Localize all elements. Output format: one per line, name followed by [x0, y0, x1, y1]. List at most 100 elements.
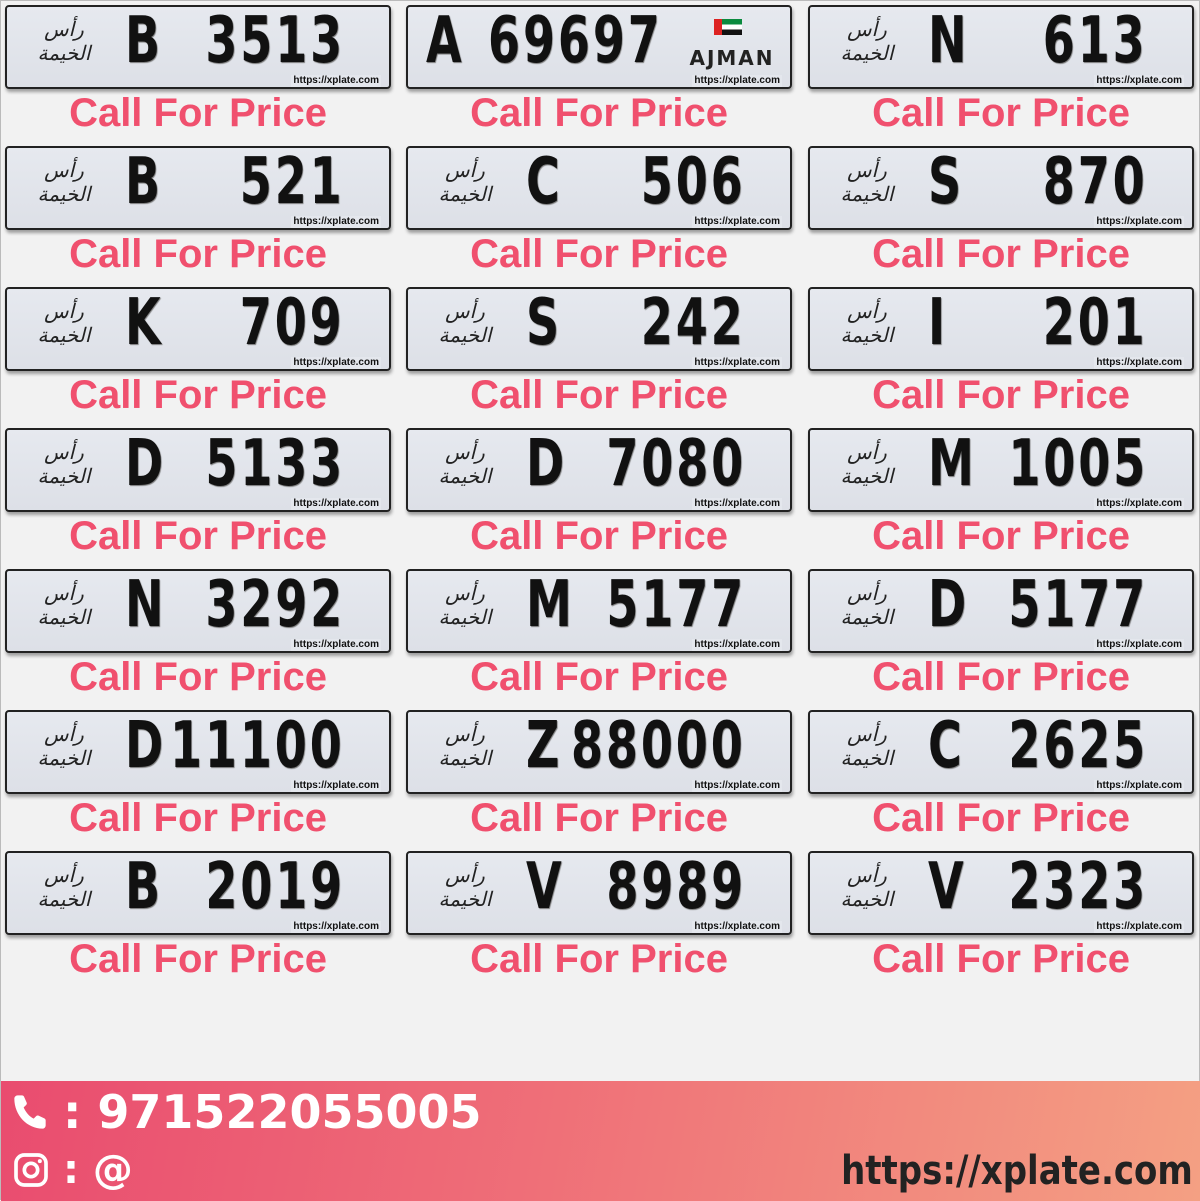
license-plate[interactable]: رأس الخيمة S 242 https://xplate.com	[406, 287, 792, 371]
plate-code: S	[928, 146, 962, 219]
call-for-price-label[interactable]: Call For Price	[69, 796, 327, 840]
plate-listing[interactable]: رأس الخيمة M 5177 https://xplate.com Cal…	[402, 565, 792, 706]
plate-listing[interactable]: رأس الخيمة B 521 https://xplate.com Call…	[1, 142, 391, 283]
plate-code: N	[125, 569, 164, 642]
watermark: https://xplate.com	[692, 357, 782, 369]
license-plate[interactable]: رأس الخيمة K 709 https://xplate.com	[5, 287, 391, 371]
plate-number: 506	[641, 146, 746, 219]
plate-code: S	[526, 287, 560, 360]
license-plate[interactable]: رأس الخيمة D 7080 https://xplate.com	[406, 428, 792, 512]
license-plate[interactable]: رأس الخيمة N 613 https://xplate.com	[808, 5, 1194, 89]
ras-al-khaimah-emblem: رأس الخيمة	[438, 158, 492, 206]
call-for-price-label[interactable]: Call For Price	[69, 514, 327, 558]
plate-number: 2019	[205, 851, 345, 924]
license-plate[interactable]: رأس الخيمة C 2625 https://xplate.com	[808, 710, 1194, 794]
license-plate[interactable]: رأس الخيمة B 3513 https://xplate.com	[5, 5, 391, 89]
call-for-price-label[interactable]: Call For Price	[470, 514, 728, 558]
plate-listing[interactable]: رأس الخيمة Z 88000 https://xplate.com Ca…	[402, 706, 792, 847]
ras-al-khaimah-emblem: رأس الخيمة	[840, 17, 894, 65]
license-plate[interactable]: رأس الخيمة V 2323 https://xplate.com	[808, 851, 1194, 935]
plate-listing[interactable]: رأس الخيمة D 5177 https://xplate.com Cal…	[804, 565, 1194, 706]
license-plate[interactable]: رأس الخيمة B 2019 https://xplate.com	[5, 851, 391, 935]
ras-al-khaimah-emblem: رأس الخيمة	[438, 863, 492, 911]
plate-number: 11100	[170, 710, 345, 783]
call-for-price-label[interactable]: Call For Price	[872, 655, 1130, 699]
call-for-price-label[interactable]: Call For Price	[470, 937, 728, 981]
license-plate[interactable]: رأس الخيمة D 5133 https://xplate.com	[5, 428, 391, 512]
license-plate[interactable]: رأس الخيمة I 201 https://xplate.com	[808, 287, 1194, 371]
call-for-price-label[interactable]: Call For Price	[69, 373, 327, 417]
ras-al-khaimah-emblem: رأس الخيمة	[438, 299, 492, 347]
call-for-price-label[interactable]: Call For Price	[872, 373, 1130, 417]
call-for-price-label[interactable]: Call For Price	[470, 373, 728, 417]
call-for-price-label[interactable]: Call For Price	[69, 91, 327, 135]
license-plate[interactable]: رأس الخيمة N 3292 https://xplate.com	[5, 569, 391, 653]
uae-flag-icon	[714, 19, 742, 35]
plate-listing[interactable]: رأس الخيمة K 709 https://xplate.com Call…	[1, 283, 391, 424]
license-plate[interactable]: رأس الخيمة M 1005 https://xplate.com	[808, 428, 1194, 512]
plate-listing[interactable]: رأس الخيمة N 613 https://xplate.com Call…	[804, 1, 1194, 142]
plate-number: 5133	[205, 428, 345, 501]
license-plate[interactable]: AJMAN A 69697 https://xplate.com	[406, 5, 792, 89]
call-for-price-label[interactable]: Call For Price	[69, 232, 327, 276]
call-for-price-label[interactable]: Call For Price	[872, 232, 1130, 276]
license-plate[interactable]: رأس الخيمة S 870 https://xplate.com	[808, 146, 1194, 230]
plate-number: 5177	[1008, 569, 1148, 642]
plate-listing[interactable]: رأس الخيمة S 242 https://xplate.com Call…	[402, 283, 792, 424]
plate-listing[interactable]: AJMAN A 69697 https://xplate.com Call Fo…	[402, 1, 792, 142]
watermark: https://xplate.com	[291, 357, 381, 369]
license-plate[interactable]: رأس الخيمة D 11100 https://xplate.com	[5, 710, 391, 794]
plate-listing[interactable]: رأس الخيمة D 7080 https://xplate.com Cal…	[402, 424, 792, 565]
call-for-price-label[interactable]: Call For Price	[470, 655, 728, 699]
license-plate[interactable]: رأس الخيمة M 5177 https://xplate.com	[406, 569, 792, 653]
ras-al-khaimah-emblem: رأس الخيمة	[37, 440, 91, 488]
website-link[interactable]: https://xplate.com	[841, 1148, 1193, 1194]
plate-number: 2625	[1008, 710, 1148, 783]
license-plate[interactable]: رأس الخيمة V 8989 https://xplate.com	[406, 851, 792, 935]
plate-listing[interactable]: رأس الخيمة M 1005 https://xplate.com Cal…	[804, 424, 1194, 565]
plate-listing[interactable]: رأس الخيمة I 201 https://xplate.com Call…	[804, 283, 1194, 424]
plate-listing[interactable]: رأس الخيمة N 3292 https://xplate.com Cal…	[1, 565, 391, 706]
ras-al-khaimah-emblem: رأس الخيمة	[37, 863, 91, 911]
plate-code: C	[928, 710, 962, 783]
plate-listing[interactable]: رأس الخيمة V 2323 https://xplate.com Cal…	[804, 847, 1194, 988]
license-plate[interactable]: رأس الخيمة B 521 https://xplate.com	[5, 146, 391, 230]
plate-listing[interactable]: رأس الخيمة S 870 https://xplate.com Call…	[804, 142, 1194, 283]
plate-number: 3292	[205, 569, 345, 642]
plate-number: 870	[1043, 146, 1148, 219]
watermark: https://xplate.com	[1094, 498, 1184, 510]
license-plate[interactable]: رأس الخيمة Z 88000 https://xplate.com	[406, 710, 792, 794]
call-for-price-label[interactable]: Call For Price	[872, 91, 1130, 135]
plate-listing[interactable]: رأس الخيمة B 2019 https://xplate.com Cal…	[1, 847, 391, 988]
call-for-price-label[interactable]: Call For Price	[872, 514, 1130, 558]
plate-listing[interactable]: رأس الخيمة B 3513 https://xplate.com Cal…	[1, 1, 391, 142]
ras-al-khaimah-emblem: رأس الخيمة	[840, 440, 894, 488]
call-for-price-label[interactable]: Call For Price	[470, 232, 728, 276]
plate-number: 709	[240, 287, 345, 360]
plate-listing[interactable]: رأس الخيمة V 8989 https://xplate.com Cal…	[402, 847, 792, 988]
plate-listing[interactable]: رأس الخيمة D 11100 https://xplate.com Ca…	[1, 706, 391, 847]
plate-listing[interactable]: رأس الخيمة D 5133 https://xplate.com Cal…	[1, 424, 391, 565]
watermark: https://xplate.com	[692, 780, 782, 792]
call-for-price-label[interactable]: Call For Price	[470, 91, 728, 135]
call-for-price-label[interactable]: Call For Price	[872, 937, 1130, 981]
call-for-price-label[interactable]: Call For Price	[470, 796, 728, 840]
call-for-price-label[interactable]: Call For Price	[69, 937, 327, 981]
watermark: https://xplate.com	[1094, 75, 1184, 87]
license-plate[interactable]: رأس الخيمة D 5177 https://xplate.com	[808, 569, 1194, 653]
call-for-price-label[interactable]: Call For Price	[872, 796, 1130, 840]
plate-number: 242	[641, 287, 746, 360]
plate-listing[interactable]: رأس الخيمة C 506 https://xplate.com Call…	[402, 142, 792, 283]
watermark: https://xplate.com	[291, 75, 381, 87]
plate-code: B	[125, 146, 161, 219]
instagram-line[interactable]: : @	[9, 1145, 133, 1195]
ajman-logo: AJMAN	[689, 46, 775, 70]
plate-listing[interactable]: رأس الخيمة C 2625 https://xplate.com Cal…	[804, 706, 1194, 847]
call-for-price-label[interactable]: Call For Price	[69, 655, 327, 699]
license-plate[interactable]: رأس الخيمة C 506 https://xplate.com	[406, 146, 792, 230]
ras-al-khaimah-emblem: رأس الخيمة	[37, 158, 91, 206]
phone-line[interactable]: : 971522055005	[9, 1085, 482, 1139]
ras-al-khaimah-emblem: رأس الخيمة	[438, 581, 492, 629]
plate-number: 2323	[1008, 851, 1148, 924]
plate-number: 521	[240, 146, 345, 219]
